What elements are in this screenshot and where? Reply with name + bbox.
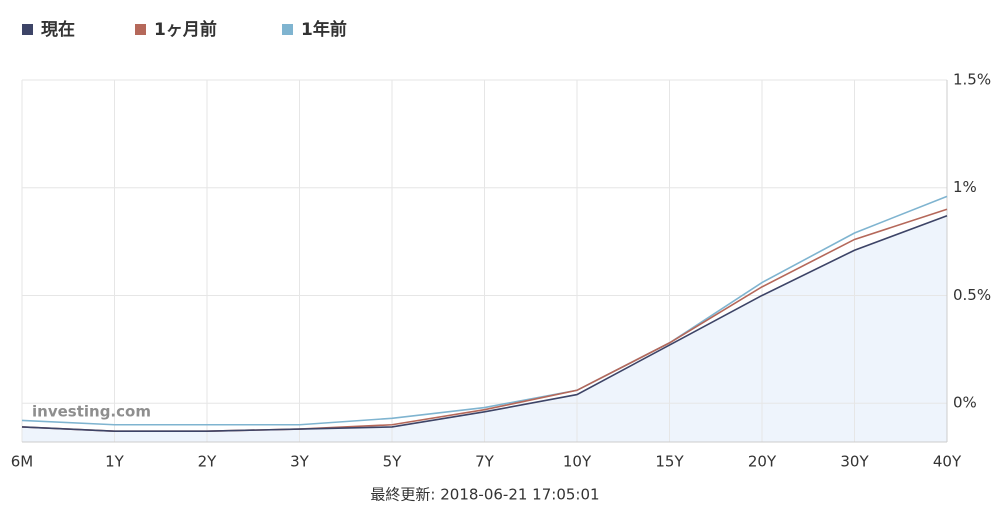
watermark: investing.com	[32, 403, 151, 421]
x-tick-label: 1Y	[105, 453, 125, 471]
x-tick-label: 20Y	[748, 453, 777, 471]
x-tick-label: 7Y	[475, 453, 495, 471]
y-tick-label: 1.5%	[953, 71, 991, 89]
legend-label: 現在	[41, 19, 75, 40]
x-tick-label: 3Y	[290, 453, 310, 471]
x-tick-label: 10Y	[563, 453, 592, 471]
y-tick-label: 1%	[953, 178, 977, 196]
x-tick-label: 2Y	[198, 453, 218, 471]
legend-swatch	[282, 24, 293, 35]
x-tick-label: 40Y	[933, 453, 962, 471]
line	[21, 195, 948, 426]
y-tick-label: 0.5%	[953, 286, 991, 304]
x-tick-label: 30Y	[840, 453, 869, 471]
y-tick-label: 0%	[953, 394, 977, 412]
legend-label: 1ヶ月前	[154, 19, 217, 40]
legend-label: 1年前	[301, 19, 347, 40]
x-tick-label: 15Y	[655, 453, 684, 471]
footer: 最終更新: 2018-06-21 17:05:01	[370, 486, 599, 504]
area	[22, 215, 947, 442]
line	[21, 215, 948, 433]
legend-swatch	[135, 24, 146, 35]
legend-swatch	[22, 24, 33, 35]
x-tick-label: 5Y	[383, 453, 403, 471]
x-tick-label: 6M	[11, 453, 34, 471]
